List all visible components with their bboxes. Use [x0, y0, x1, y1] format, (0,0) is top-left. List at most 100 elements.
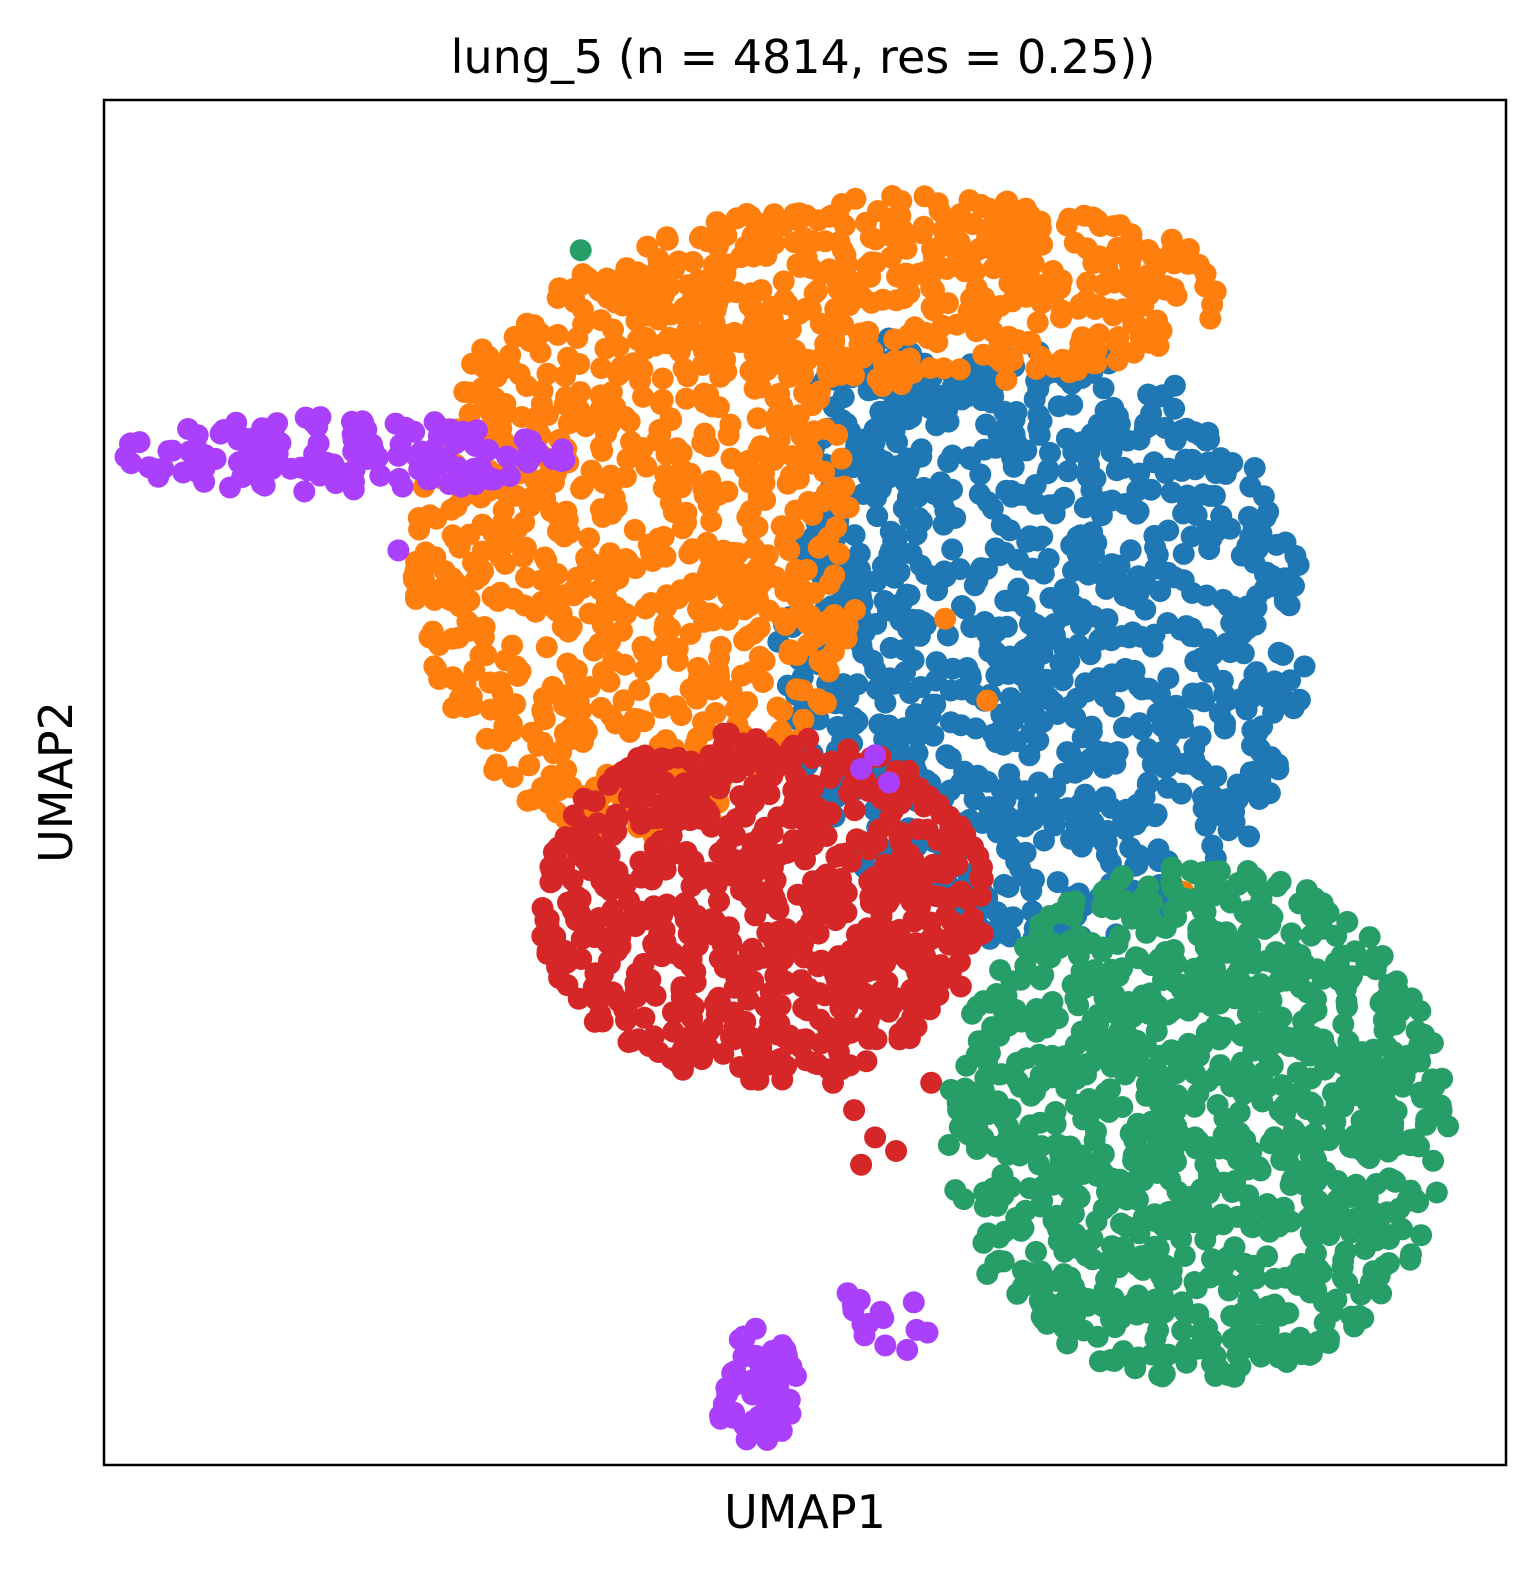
scatter-point-series-1 — [557, 346, 580, 369]
scatter-point-series-3 — [1114, 1215, 1137, 1238]
scatter-point-series-0 — [1092, 377, 1115, 400]
scatter-point-series-3 — [1370, 1093, 1393, 1116]
scatter-point-series-1 — [922, 299, 945, 322]
scatter-point-series-1 — [997, 325, 1020, 348]
scatter-point-series-0 — [1085, 739, 1108, 762]
scatter-point-series-2 — [668, 842, 691, 865]
scatter-point-series-1 — [494, 552, 517, 575]
scatter-point-series-1 — [727, 542, 750, 565]
scatter-point-series-1 — [1137, 239, 1160, 261]
scatter-point-series-3 — [1409, 1050, 1432, 1073]
scatter-point-series-1 — [796, 348, 819, 371]
scatter-point-series-0 — [909, 554, 932, 577]
scatter-point-series-4 — [403, 420, 426, 443]
scatter-point-series-2 — [655, 893, 678, 916]
scatter-point-series-4 — [438, 473, 461, 495]
scatter-point-series-1 — [599, 704, 622, 727]
scatter-point-series-1 — [821, 624, 844, 647]
scatter-point-series-1 — [660, 409, 683, 432]
scatter-point-series-3 — [1009, 968, 1032, 991]
scatter-point-series-1 — [589, 557, 612, 580]
scatter-point-series-3 — [1208, 860, 1231, 883]
scatter-point-series-2 — [688, 783, 710, 806]
scatter-point-series-1 — [667, 587, 689, 610]
scatter-point-series-3 — [1135, 921, 1158, 944]
scatter-point-series-3 — [1190, 1321, 1212, 1344]
scatter-point-series-3 — [1280, 922, 1303, 945]
scatter-point-series-0 — [995, 479, 1018, 502]
scatter-point-series-0 — [1194, 814, 1217, 837]
y-axis-label: UMAP2 — [29, 701, 83, 863]
scatter-point-series-3 — [1029, 968, 1052, 991]
scatter-point-series-3 — [1291, 1259, 1313, 1282]
scatter-point-series-2 — [735, 792, 758, 814]
scatter-point-series-3 — [1362, 1268, 1385, 1291]
scatter-point-series-1 — [1146, 309, 1168, 332]
scatter-point-series-1 — [796, 633, 819, 656]
scatter-point-series-1 — [919, 357, 942, 379]
scatter-point-series-2 — [824, 963, 847, 986]
scatter-point-series-1 — [473, 356, 496, 379]
scatter-point-series-1 — [765, 441, 788, 464]
scatter-point-series-1 — [787, 209, 810, 232]
scatter-point-series-0 — [846, 710, 869, 733]
scatter-point-series-1 — [620, 430, 642, 453]
scatter-point-series-1 — [814, 418, 837, 440]
scatter-point-series-2 — [948, 950, 971, 973]
scatter-point-series-2 — [708, 777, 731, 800]
scatter-point-series-3 — [1100, 1308, 1122, 1331]
scatter-point-series-3 — [1267, 970, 1290, 993]
scatter-point-series-3 — [1081, 1009, 1104, 1032]
scatter-point-series-1 — [761, 295, 784, 318]
scatter-point-series-3 — [1384, 1170, 1407, 1193]
scatter-point-series-2 — [644, 984, 667, 1007]
scatter-point-series-0 — [994, 922, 1017, 945]
scatter-point-series-3 — [1210, 1203, 1233, 1226]
scatter-point-series-1 — [814, 692, 837, 714]
scatter-point-series-1 — [958, 189, 981, 212]
scatter-point-series-3 — [1334, 1240, 1357, 1263]
scatter-point-series-3 — [1304, 1242, 1327, 1265]
scatter-point-series-0 — [1163, 566, 1186, 589]
scatter-point-series-1 — [809, 535, 832, 557]
scatter-point-series-2 — [918, 785, 940, 808]
scatter-point-series-1 — [441, 666, 464, 689]
scatter-point-series-1 — [704, 702, 727, 724]
scatter-point-series-2 — [537, 940, 560, 963]
scatter-point-series-0 — [1078, 460, 1101, 483]
scatter-point-series-3 — [1011, 1259, 1034, 1282]
scatter-point-series-1 — [659, 491, 682, 514]
scatter-point-series-3 — [1332, 1268, 1355, 1291]
scatter-point-series-1 — [572, 475, 594, 498]
scatter-point-series-3 — [1324, 1111, 1347, 1134]
scatter-point-series-0 — [1220, 612, 1243, 634]
scatter-point-series-0 — [1102, 695, 1125, 718]
scatter-point-series-0 — [975, 413, 998, 436]
scatter-point-series-2 — [763, 886, 786, 909]
scatter-point-series-1 — [453, 381, 476, 403]
scatter-point-series-0 — [894, 661, 917, 684]
scatter-point-series-3 — [1075, 1244, 1098, 1267]
scatter-point-series-0 — [1039, 441, 1061, 464]
scatter-point-series-1 — [687, 599, 710, 622]
scatter-point-series-0 — [1040, 627, 1063, 650]
scatter-point-series-3 — [1356, 1207, 1379, 1230]
scatter-point-series-1 — [703, 348, 726, 371]
scatter-point-series-1 — [797, 490, 820, 513]
scatter-point-series-0 — [1243, 457, 1266, 479]
scatter-point-series-2 — [920, 1071, 943, 1094]
scatter-point-series-3 — [1102, 898, 1125, 921]
scatter-point-series-4 — [233, 427, 256, 450]
scatter-point-series-3 — [1053, 1240, 1076, 1263]
scatter-point-series-3 — [997, 1115, 1020, 1138]
scatter-point-series-1 — [801, 452, 824, 475]
scatter-point-series-4 — [356, 447, 379, 470]
scatter-point-series-3 — [1103, 1350, 1126, 1372]
scatter-point-series-2 — [840, 850, 863, 873]
scatter-point-series-3 — [1103, 983, 1126, 1006]
scatter-point-series-0 — [1175, 615, 1198, 638]
scatter-point-series-2 — [843, 1099, 866, 1122]
scatter-point-series-3 — [1255, 949, 1278, 972]
scatter-point-series-0 — [1146, 543, 1169, 566]
scatter-point-series-2 — [586, 812, 609, 835]
